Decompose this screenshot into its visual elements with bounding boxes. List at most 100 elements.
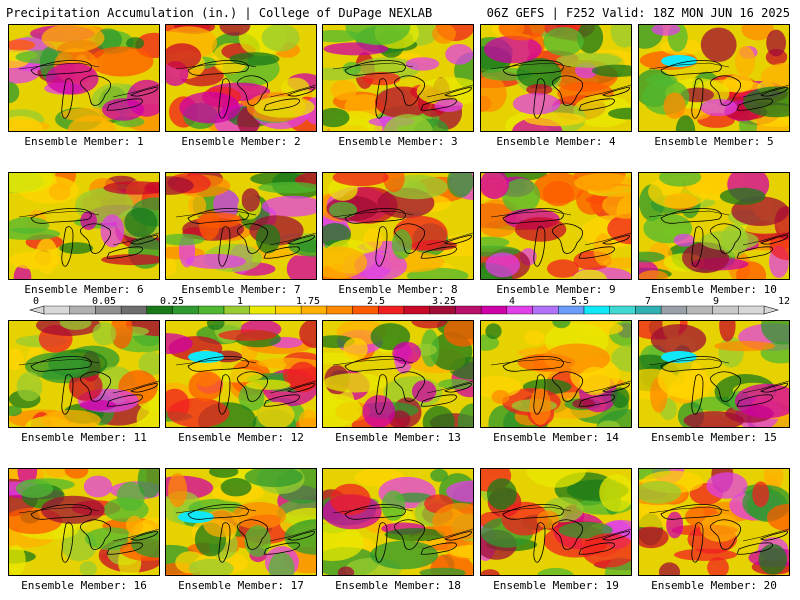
colorbar-tick-label: 1 xyxy=(237,296,243,307)
border-line xyxy=(18,210,159,246)
border-line xyxy=(332,210,473,246)
great-lakes-outline xyxy=(552,371,584,402)
precip-field xyxy=(481,321,631,427)
colorbar-bin xyxy=(455,305,482,315)
great-lakes-outline xyxy=(61,374,74,415)
great-lakes-outline xyxy=(394,223,426,254)
map-title: Precipitation Accumulation (in.) | Colle… xyxy=(6,6,433,20)
colorbar-bin xyxy=(326,305,353,315)
ensemble-map-10 xyxy=(638,172,790,280)
colorbar-bin xyxy=(686,305,713,315)
great-lakes-outline xyxy=(394,519,426,550)
great-lakes-outline xyxy=(502,208,564,224)
ensemble-map-13 xyxy=(322,320,474,428)
colorbar-tick-label: 1.75 xyxy=(296,296,320,307)
ensemble-member-label: Ensemble Member: 7 xyxy=(181,283,301,296)
precip-field xyxy=(9,173,159,279)
great-lakes-outline xyxy=(237,223,269,254)
colorbar-bin xyxy=(352,305,379,315)
ensemble-member-label: Ensemble Member: 1 xyxy=(24,135,144,148)
colorbar-bin xyxy=(198,305,225,315)
ensemble-member-label: Ensemble Member: 20 xyxy=(651,579,777,592)
ensemble-member-label: Ensemble Member: 19 xyxy=(493,579,619,592)
colorbar-bin xyxy=(609,305,636,315)
great-lakes-outline xyxy=(760,234,788,245)
ensemble-member-label: Ensemble Member: 4 xyxy=(496,135,616,148)
border-line xyxy=(490,506,631,542)
ensemble-map-18 xyxy=(322,468,474,576)
ensemble-member-label: Ensemble Member: 15 xyxy=(651,431,777,444)
great-lakes-outline xyxy=(344,356,406,372)
ensemble-map-15 xyxy=(638,320,790,428)
great-lakes-outline xyxy=(344,60,406,76)
ensemble-member-label: Ensemble Member: 12 xyxy=(178,431,304,444)
great-lakes-outline xyxy=(237,371,269,402)
great-lakes-outline xyxy=(30,504,92,520)
colorbar-bin xyxy=(69,305,96,315)
border-line xyxy=(490,62,631,98)
precip-field xyxy=(639,321,789,427)
colorbar-tick-label: 3.25 xyxy=(432,296,456,307)
great-lakes-outline xyxy=(502,356,564,372)
precip-field xyxy=(481,25,631,131)
precip-field xyxy=(481,469,631,575)
colorbar-tick-label: 0 xyxy=(33,296,39,307)
border-line xyxy=(175,210,316,246)
great-lakes-outline xyxy=(578,246,615,259)
great-lakes-outline xyxy=(237,519,269,550)
great-lakes-outline xyxy=(263,246,300,259)
colorbar-tick-label: 12 xyxy=(778,296,790,307)
great-lakes-outline xyxy=(660,208,722,224)
great-lakes-outline xyxy=(106,394,143,407)
border-line xyxy=(648,358,789,394)
border-line xyxy=(175,506,316,542)
colorbar-bin xyxy=(43,305,70,315)
great-lakes-outline xyxy=(130,530,158,541)
great-lakes-outline xyxy=(344,504,406,520)
great-lakes-outline xyxy=(80,75,112,106)
ensemble-map-3 xyxy=(322,24,474,132)
colorbar-bin xyxy=(429,305,456,315)
great-lakes-outline xyxy=(263,98,300,111)
ensemble-member-label: Ensemble Member: 8 xyxy=(338,283,458,296)
great-lakes-outline xyxy=(736,394,773,407)
great-lakes-outline xyxy=(420,542,457,555)
great-lakes-outline xyxy=(710,75,742,106)
great-lakes-outline xyxy=(760,382,788,393)
great-lakes-outline xyxy=(533,522,546,563)
great-lakes-outline xyxy=(61,522,74,563)
ensemble-member-label: Ensemble Member: 6 xyxy=(24,283,144,296)
great-lakes-outline xyxy=(187,208,249,224)
great-lakes-outline xyxy=(533,374,546,415)
border-line xyxy=(490,210,631,246)
great-lakes-outline xyxy=(444,234,472,245)
precip-field xyxy=(481,173,631,279)
border-line xyxy=(18,358,159,394)
great-lakes-outline xyxy=(106,246,143,259)
precip-field xyxy=(166,173,316,279)
great-lakes-outline xyxy=(691,522,704,563)
precip-field xyxy=(639,173,789,279)
colorbar-bin xyxy=(558,305,585,315)
precip-field xyxy=(166,25,316,131)
colorbar-tick-label: 0.05 xyxy=(92,296,116,307)
great-lakes-outline xyxy=(502,504,564,520)
great-lakes-outline xyxy=(287,234,315,245)
colorbar-tick-label: 2.5 xyxy=(367,296,385,307)
precip-field xyxy=(323,25,473,131)
border-line xyxy=(648,62,789,98)
colorbar-bin xyxy=(172,305,199,315)
great-lakes-outline xyxy=(691,78,704,119)
colorbar-tick-label: 7 xyxy=(645,296,651,307)
great-lakes-outline xyxy=(710,371,742,402)
great-lakes-outline xyxy=(61,78,74,119)
great-lakes-outline xyxy=(287,530,315,541)
precip-field xyxy=(323,173,473,279)
great-lakes-outline xyxy=(420,394,457,407)
border-line xyxy=(648,210,789,246)
great-lakes-outline xyxy=(263,394,300,407)
great-lakes-outline xyxy=(187,504,249,520)
precip-field xyxy=(323,469,473,575)
ensemble-member-label: Ensemble Member: 10 xyxy=(651,283,777,296)
ensemble-map-12 xyxy=(165,320,317,428)
